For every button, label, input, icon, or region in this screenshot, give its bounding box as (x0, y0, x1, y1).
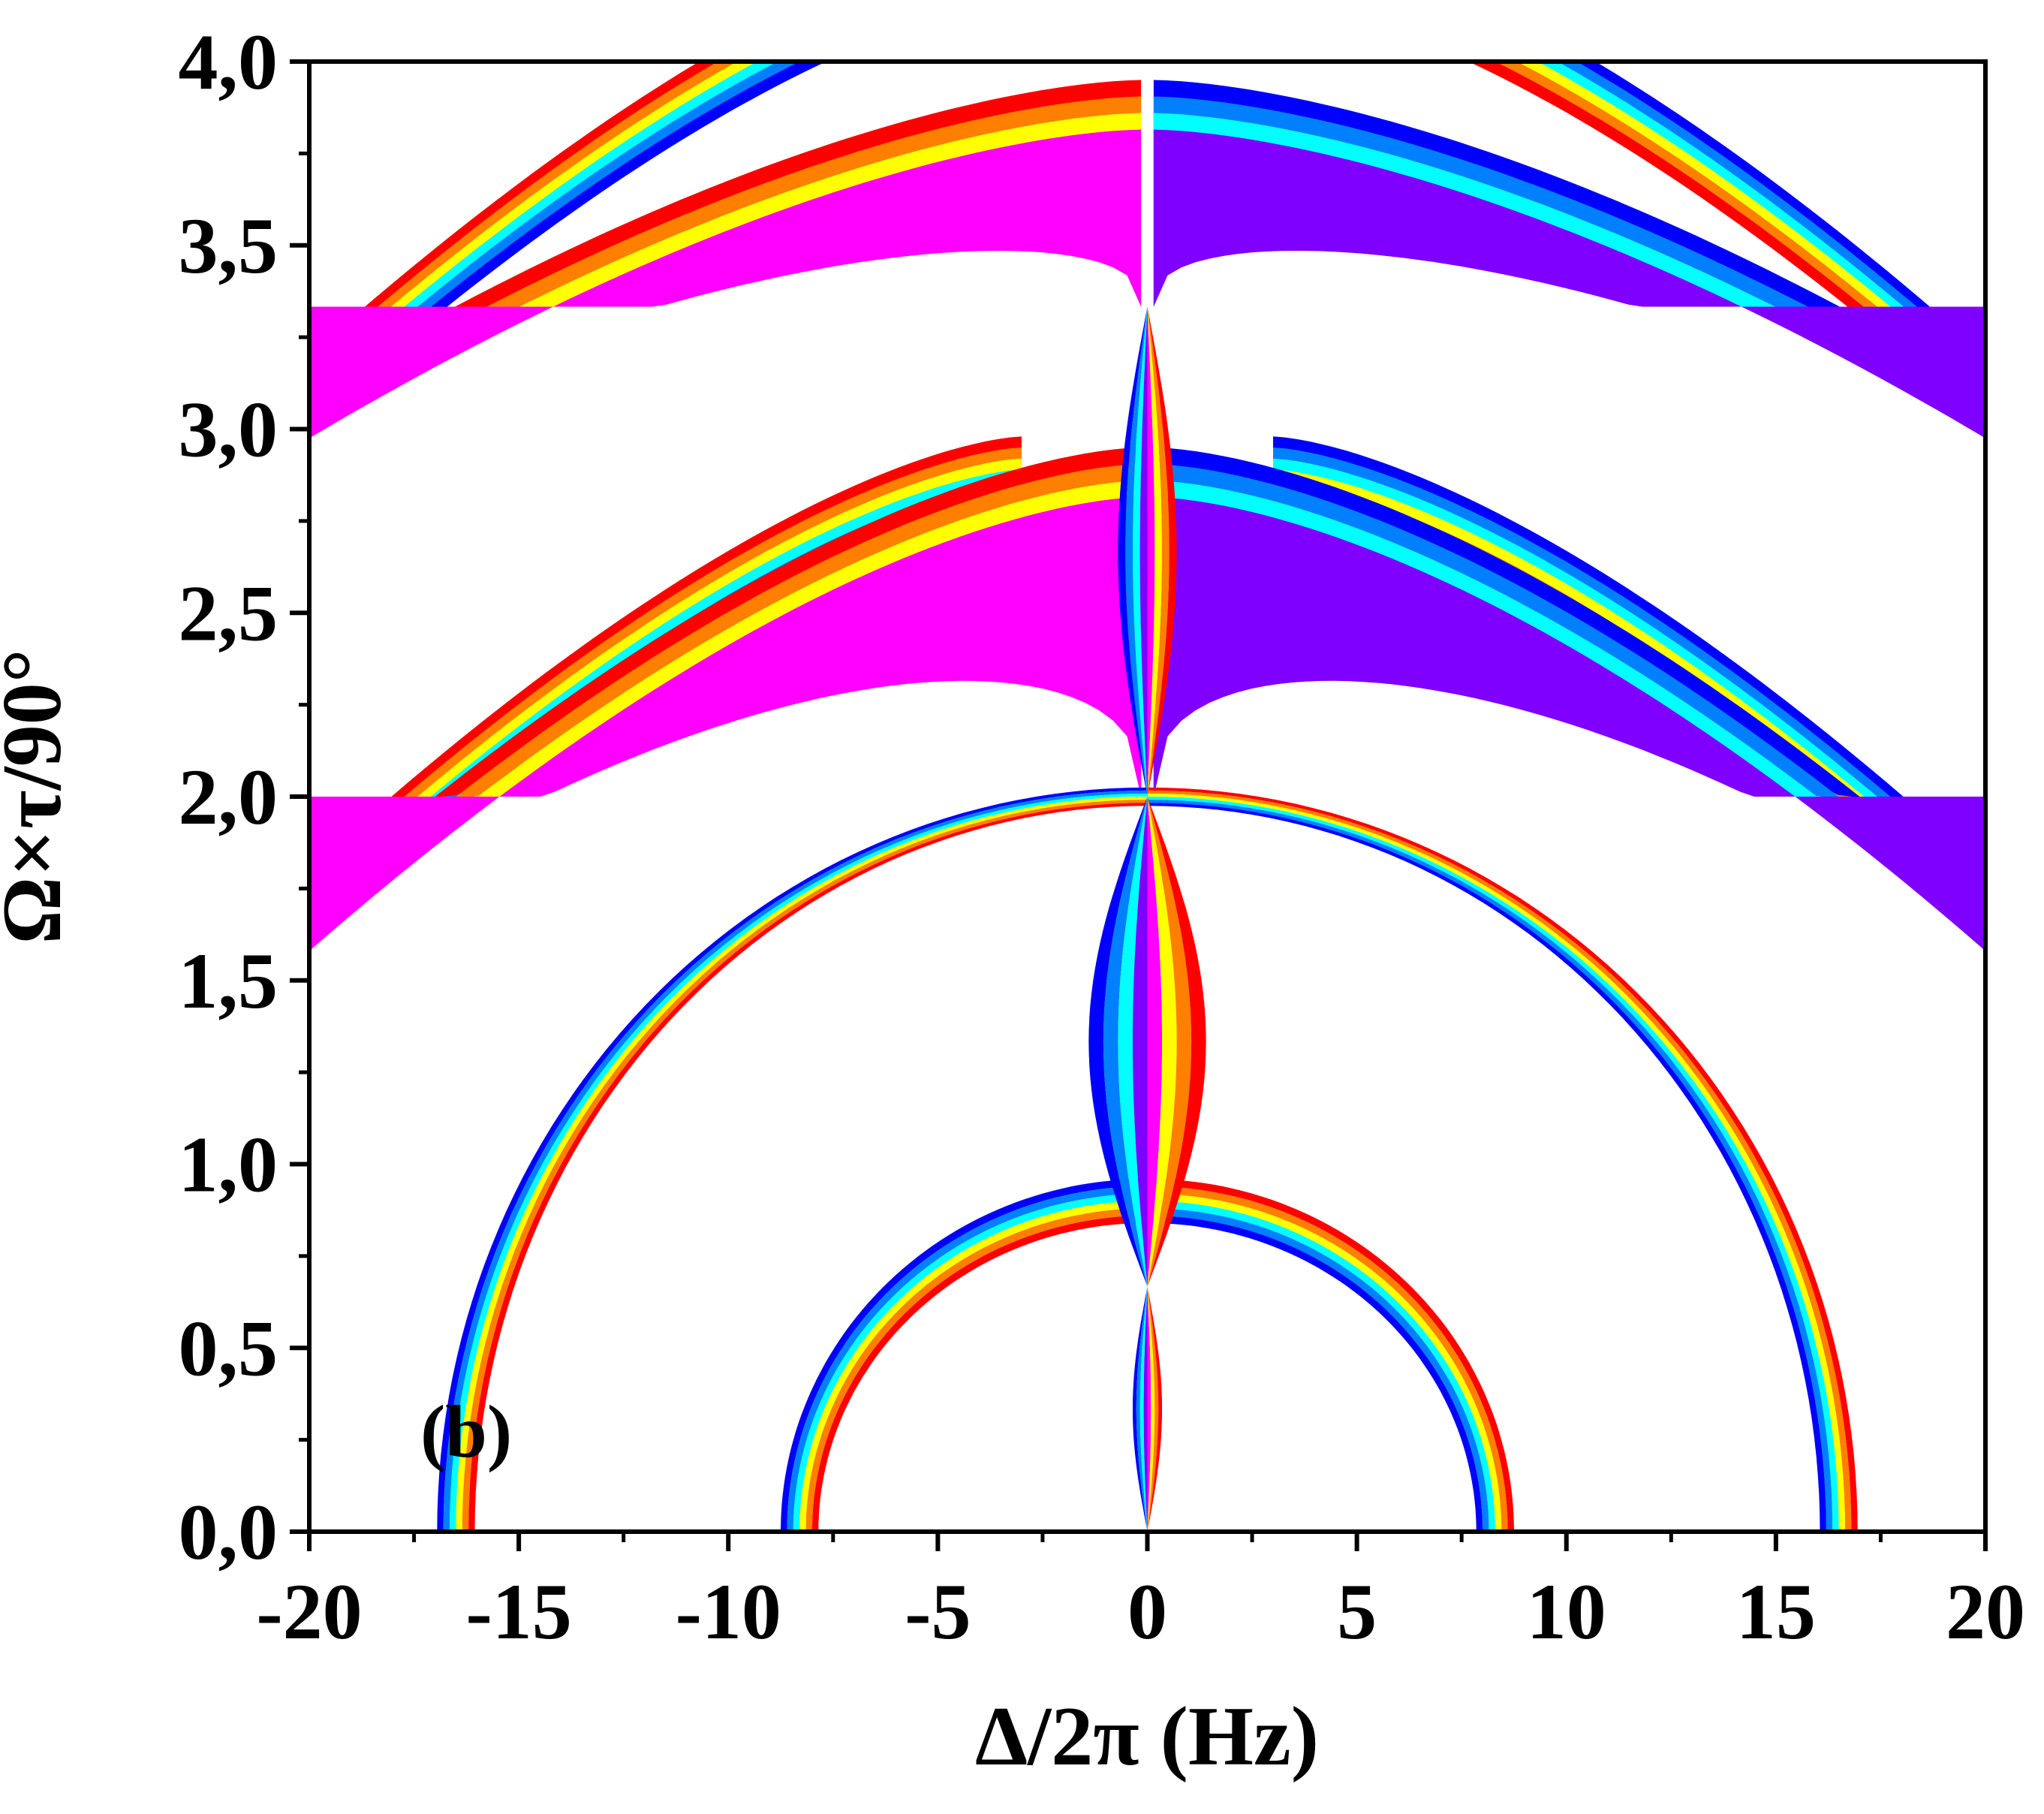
y-tick-label: 3,5 (179, 202, 278, 290)
inner-ring-right-3 (1147, 1201, 1495, 1532)
middle-wing-left-3 (309, 497, 1142, 951)
x-tick-label: -5 (905, 1568, 971, 1656)
y-tick-label: 0,0 (179, 1488, 278, 1576)
bottom-neck-7 (1147, 1286, 1162, 1532)
lower-neck-0 (1088, 797, 1148, 1287)
x-tick-label: -10 (676, 1568, 781, 1656)
x-axis-title: Δ/2π (Hz) (975, 1690, 1319, 1783)
middle-neck-0 (1118, 306, 1148, 797)
y-tick-label: 2,0 (179, 753, 278, 841)
middle-neck-7 (1147, 306, 1177, 797)
upper-wing-right-3 (1153, 129, 1985, 438)
inner-ring-left-0 (781, 1179, 1148, 1532)
inner-ring-right-0 (1147, 1179, 1514, 1532)
lower-neck-4 (1147, 797, 1162, 1287)
y-tick-label: 0,5 (179, 1304, 278, 1392)
bottom-neck-6 (1147, 1286, 1159, 1532)
y-tick-label: 1,5 (179, 937, 278, 1025)
x-tick-label: -15 (465, 1568, 571, 1656)
middle-neck-6 (1147, 306, 1170, 797)
x-tick-label: 15 (1736, 1568, 1816, 1656)
x-tick-label: -20 (256, 1568, 362, 1656)
middle-neck-5 (1147, 306, 1162, 797)
inner-ring-right-5 (1147, 1216, 1483, 1532)
y-axis: 0,0 0,5 1,0 1,5 2,0 2,5 3,0 3,5 4,0 (179, 18, 309, 1576)
inner-ring-right-2 (1147, 1193, 1502, 1532)
x-tick-label: 10 (1527, 1568, 1606, 1656)
contour-layer (309, 62, 1985, 1532)
inner-ring-left-5 (811, 1216, 1148, 1532)
plot-area (309, 62, 1985, 1532)
panel-label: (b) (420, 1390, 512, 1473)
upper-wing-left-3 (309, 129, 1142, 438)
bottom-neck-4 (1147, 1286, 1151, 1532)
lower-neck-5 (1147, 797, 1177, 1287)
x-axis: -20 -15 -10 -5 0 5 10 15 20 (256, 1532, 2025, 1656)
inner-ring-right-4 (1147, 1208, 1489, 1532)
middle-neck-2 (1133, 306, 1148, 797)
middle-neck-3 (1139, 306, 1148, 797)
middle-neck-4 (1147, 306, 1155, 797)
lower-neck-1 (1103, 797, 1148, 1287)
inner-ring-left-2 (793, 1193, 1148, 1532)
inner-ring-left-3 (799, 1201, 1148, 1532)
bottom-neck-0 (1133, 1286, 1148, 1532)
lower-neck-2 (1118, 797, 1148, 1287)
lower-neck-7 (1147, 797, 1206, 1287)
x-tick-label: 5 (1337, 1568, 1377, 1656)
y-axis-title: Ω×τ/90° (0, 649, 79, 944)
inner-ring-left-1 (787, 1186, 1148, 1532)
middle-neck-1 (1125, 306, 1148, 797)
y-tick-label: 1,0 (179, 1121, 278, 1209)
bottom-neck-1 (1136, 1286, 1148, 1532)
bottom-neck-5 (1147, 1286, 1155, 1532)
x-tick-label: 20 (1946, 1568, 2025, 1656)
middle-wing-right-3 (1153, 497, 1985, 951)
y-tick-label: 4,0 (179, 18, 278, 106)
y-tick-label: 3,0 (179, 386, 278, 474)
inner-ring-left-4 (805, 1208, 1148, 1532)
lower-neck-6 (1147, 797, 1192, 1287)
x-tick-label: 0 (1127, 1568, 1167, 1656)
inner-ring-right-1 (1147, 1186, 1508, 1532)
lower-neck-3 (1133, 797, 1148, 1287)
bottom-neck-3 (1143, 1286, 1148, 1532)
y-tick-label: 2,5 (179, 569, 278, 657)
